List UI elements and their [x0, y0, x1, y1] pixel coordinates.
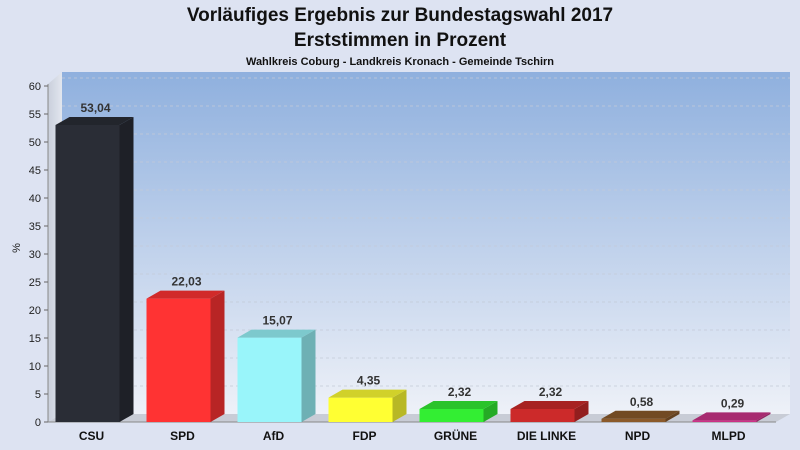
y-tick-label: 35: [29, 221, 41, 233]
bar-afd: [237, 329, 316, 422]
bar-die-linke: [510, 401, 589, 422]
y-axis-label: %: [11, 243, 23, 253]
bars: [55, 116, 771, 422]
bar-front: [510, 409, 575, 422]
bar-top: [601, 410, 680, 419]
category-labels: CSU SPD AfD FDP GRÜNE DIE LINKE NPD MLPD: [79, 428, 746, 443]
data-label: 15,07: [262, 314, 292, 328]
bar-front: [328, 397, 393, 422]
bar-top: [510, 401, 589, 410]
bar-csu: [55, 116, 134, 422]
y-tick-label: 15: [29, 333, 41, 345]
bar-front: [601, 418, 666, 422]
y-tick-label: 10: [29, 361, 41, 373]
bar-top: [692, 412, 771, 421]
x-tick-label: DIE LINKE: [517, 429, 576, 443]
chart-subtitle: Erststimmen in Prozent: [294, 30, 507, 51]
bar-top: [419, 401, 498, 410]
bar-top: [55, 116, 134, 125]
data-label: 22,03: [171, 275, 201, 289]
bar-front: [692, 420, 757, 422]
data-label: 2,32: [448, 385, 472, 399]
y-tick-label: 50: [29, 137, 41, 149]
bar-side: [392, 389, 407, 422]
bar-front: [55, 124, 120, 422]
x-tick-label: CSU: [79, 429, 104, 443]
bar-side: [301, 329, 316, 422]
data-label: 0,58: [630, 395, 654, 409]
bar-top: [237, 329, 316, 338]
y-tick-label: 20: [29, 305, 41, 317]
y-tick-label: 0: [35, 417, 41, 429]
y-tick-label: 40: [29, 193, 41, 205]
y-axis-ticks: 0 5 10 15 20 25 30 35 40 45 50 55 60: [29, 81, 48, 429]
y-tick-label: 45: [29, 165, 41, 177]
bar-fdp: [328, 389, 407, 422]
data-label: 4,35: [357, 374, 381, 388]
data-label: 2,32: [539, 385, 563, 399]
y-tick-label: 60: [29, 81, 41, 93]
bar-front: [146, 298, 211, 422]
x-tick-label: MLPD: [712, 429, 746, 443]
chart-subsubtitle: Wahlkreis Coburg - Landkreis Kronach - G…: [246, 56, 554, 68]
bar-front: [419, 409, 484, 422]
y-tick-label: 5: [35, 389, 41, 401]
y-tick-label: 30: [29, 249, 41, 261]
bar-side: [665, 410, 680, 422]
data-labels: 53,04 22,03 15,07 4,35 2,32 2,32 0,58 0,29: [80, 101, 744, 410]
x-tick-label: GRÜNE: [434, 428, 477, 443]
bar-top: [328, 389, 407, 398]
x-tick-label: NPD: [625, 429, 651, 443]
bar-side: [483, 401, 498, 422]
bar-npd: [601, 410, 680, 422]
bar-front: [237, 337, 302, 422]
bar-spd: [146, 290, 225, 422]
bar-grüne: [419, 401, 498, 422]
chart-title: Vorläufiges Ergebnis zur Bundestagswahl …: [187, 5, 613, 26]
bar-side: [756, 412, 771, 422]
bar-side: [210, 290, 225, 422]
x-tick-label: FDP: [353, 429, 377, 443]
x-tick-label: SPD: [170, 429, 195, 443]
bar-mlpd: [692, 412, 771, 422]
y-tick-label: 55: [29, 109, 41, 121]
bar-side: [574, 401, 589, 422]
y-tick-label: 25: [29, 277, 41, 289]
bar-side: [119, 116, 134, 422]
data-label: 53,04: [80, 101, 110, 115]
data-label: 0,29: [721, 396, 745, 410]
x-tick-label: AfD: [263, 429, 285, 443]
bar-top: [146, 290, 225, 299]
